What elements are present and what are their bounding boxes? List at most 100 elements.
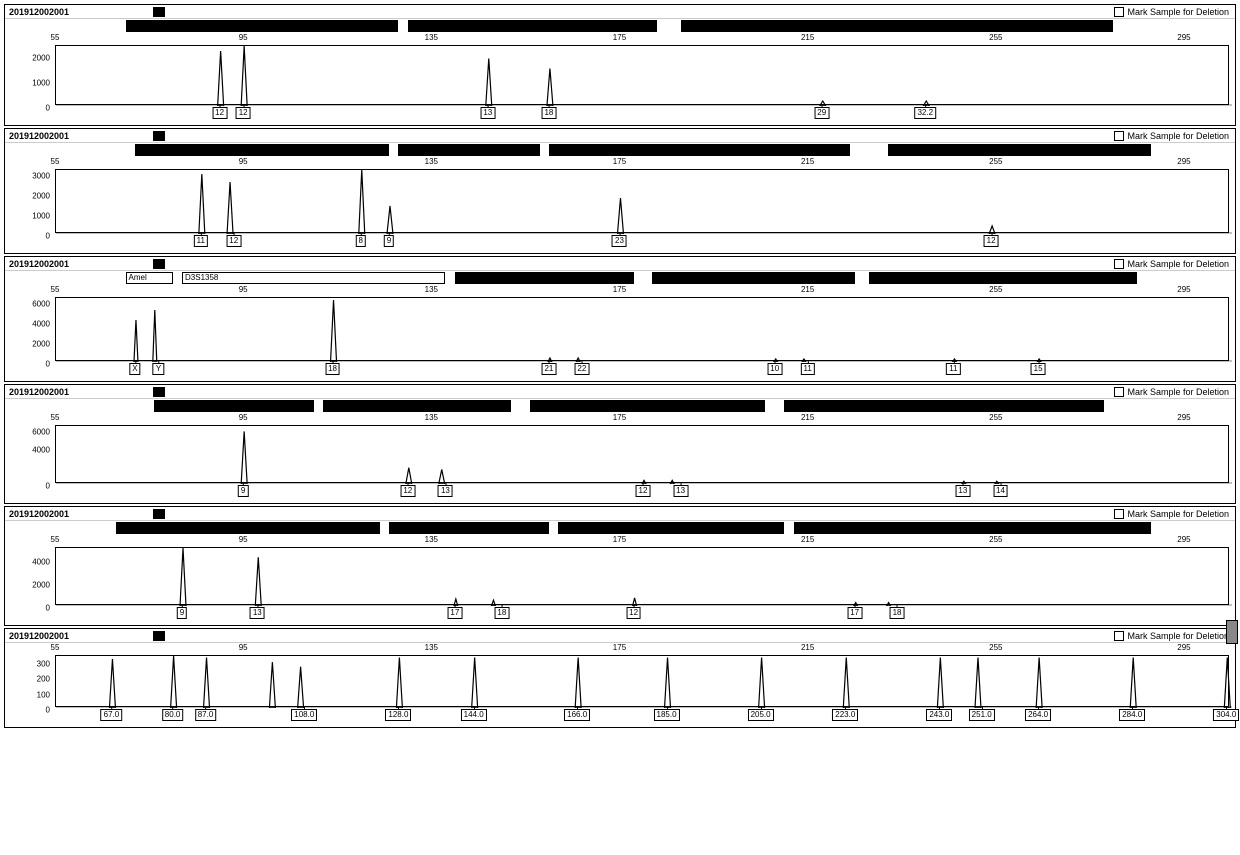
locus-bar[interactable]: [784, 400, 1104, 412]
allele-label[interactable]: 15: [1031, 363, 1046, 375]
allele-label[interactable]: 67.0: [101, 709, 123, 721]
locus-bar[interactable]: [794, 522, 1152, 534]
x-tick-label: 95: [239, 413, 248, 422]
allele-label[interactable]: 11: [194, 235, 208, 247]
y-tick-label: 0: [46, 604, 50, 613]
allele-label[interactable]: 13: [673, 485, 688, 497]
locus-bar[interactable]: [888, 144, 1151, 156]
allele-label[interactable]: 22: [574, 363, 589, 375]
peak: [937, 658, 943, 708]
plot-area[interactable]: 0100200300: [55, 655, 1229, 707]
checkbox-icon[interactable]: [1114, 259, 1124, 269]
allele-label[interactable]: 9: [238, 485, 248, 497]
mark-delete-label: Mark Sample for Deletion: [1127, 631, 1229, 641]
allele-label[interactable]: Y: [153, 363, 164, 375]
allele-label[interactable]: 87.0: [195, 709, 217, 721]
locus-bar[interactable]: [154, 400, 314, 412]
locus-bar[interactable]: [408, 20, 657, 32]
locus-bar[interactable]: [558, 522, 784, 534]
plot-area[interactable]: 010002000: [55, 45, 1229, 105]
allele-label[interactable]: 23: [612, 235, 627, 247]
allele-label[interactable]: 17: [847, 607, 862, 619]
checkbox-icon[interactable]: [1114, 7, 1124, 17]
allele-label[interactable]: 80.0: [162, 709, 184, 721]
allele-label[interactable]: 13: [955, 485, 970, 497]
allele-label[interactable]: 12: [236, 107, 251, 119]
locus-bar[interactable]: [323, 400, 511, 412]
locus-bar[interactable]: [135, 144, 389, 156]
allele-label[interactable]: 12: [226, 235, 241, 247]
allele-label[interactable]: 205.0: [748, 709, 774, 721]
allele-label[interactable]: 9: [177, 607, 187, 619]
mark-delete-control[interactable]: Mark Sample for Deletion: [1114, 631, 1229, 641]
plot-area[interactable]: 040006000: [55, 425, 1229, 483]
locus-bar[interactable]: [652, 272, 854, 284]
allele-label[interactable]: 284.0: [1119, 709, 1145, 721]
plot-area[interactable]: 0100020003000: [55, 169, 1229, 233]
checkbox-icon[interactable]: [1114, 387, 1124, 397]
allele-label[interactable]: X: [129, 363, 140, 375]
locus-bar[interactable]: [126, 20, 399, 32]
allele-label[interactable]: 29: [814, 107, 829, 119]
allele-label[interactable]: 18: [890, 607, 905, 619]
allele-label[interactable]: 13: [480, 107, 495, 119]
allele-label[interactable]: 166.0: [564, 709, 590, 721]
checkbox-icon[interactable]: [1114, 131, 1124, 141]
plot-area[interactable]: 020004000: [55, 547, 1229, 605]
allele-label[interactable]: 12: [984, 235, 999, 247]
locus-bar[interactable]: [869, 272, 1137, 284]
allele-label[interactable]: 264.0: [1025, 709, 1051, 721]
allele-label[interactable]: 11: [946, 363, 960, 375]
checkbox-icon[interactable]: [1114, 631, 1124, 641]
peak: [575, 658, 581, 708]
sample-id-label: 201912002001: [5, 387, 145, 397]
locus-bar[interactable]: D3S1358: [182, 272, 445, 284]
allele-label[interactable]: 144.0: [461, 709, 487, 721]
checkbox-icon[interactable]: [1114, 509, 1124, 519]
allele-label[interactable]: 10: [767, 363, 782, 375]
allele-label[interactable]: 13: [438, 485, 453, 497]
allele-label[interactable]: 12: [400, 485, 415, 497]
locus-bar[interactable]: [681, 20, 1114, 32]
mark-delete-control[interactable]: Mark Sample for Deletion: [1114, 7, 1229, 17]
locus-bar[interactable]: Amel: [126, 272, 173, 284]
allele-label[interactable]: 18: [541, 107, 556, 119]
allele-label[interactable]: 9: [384, 235, 394, 247]
allele-label[interactable]: 128.0: [385, 709, 411, 721]
locus-bar[interactable]: [455, 272, 634, 284]
mark-delete-control[interactable]: Mark Sample for Deletion: [1114, 509, 1229, 519]
mark-delete-control[interactable]: Mark Sample for Deletion: [1114, 131, 1229, 141]
allele-label[interactable]: 12: [212, 107, 227, 119]
allele-label[interactable]: 13: [250, 607, 265, 619]
allele-label[interactable]: 18: [494, 607, 509, 619]
y-tick-label: 3000: [32, 172, 50, 181]
allele-label[interactable]: 304.0: [1213, 709, 1239, 721]
allele-label[interactable]: 14: [993, 485, 1008, 497]
locus-bar[interactable]: [530, 400, 765, 412]
allele-label[interactable]: 251.0: [969, 709, 995, 721]
allele-label[interactable]: 223.0: [832, 709, 858, 721]
mark-delete-control[interactable]: Mark Sample for Deletion: [1114, 387, 1229, 397]
allele-label[interactable]: 12: [636, 485, 651, 497]
locus-bar[interactable]: [549, 144, 850, 156]
y-tick-label: 200: [37, 675, 50, 684]
locus-bar[interactable]: [116, 522, 379, 534]
allele-label[interactable]: 21: [541, 363, 556, 375]
allele-label[interactable]: 32.2: [914, 107, 936, 119]
x-tick-label: 175: [613, 285, 626, 294]
mark-delete-control[interactable]: Mark Sample for Deletion: [1114, 259, 1229, 269]
allele-label[interactable]: 12: [626, 607, 641, 619]
allele-label[interactable]: 243.0: [926, 709, 952, 721]
allele-label[interactable]: 185.0: [654, 709, 680, 721]
locus-bar[interactable]: [389, 522, 549, 534]
plot-area[interactable]: 0200040006000: [55, 297, 1229, 361]
allele-label[interactable]: 17: [447, 607, 462, 619]
peak: [241, 431, 247, 484]
allele-label[interactable]: 8: [356, 235, 366, 247]
peak: [109, 659, 115, 708]
allele-label[interactable]: 108.0: [291, 709, 317, 721]
allele-label[interactable]: 18: [325, 363, 340, 375]
vertical-scrollbar[interactable]: [1226, 620, 1238, 644]
locus-bar[interactable]: [398, 144, 539, 156]
allele-label[interactable]: 11: [800, 363, 814, 375]
